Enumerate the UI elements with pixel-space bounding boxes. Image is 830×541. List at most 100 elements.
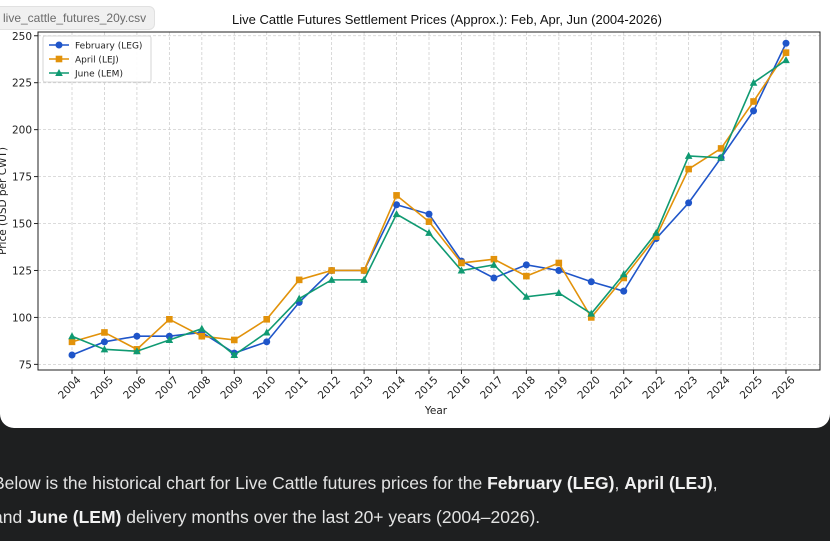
data-point [685,199,693,207]
y-tick-label: 75 [19,359,32,371]
y-tick-label: 100 [12,312,32,324]
data-point [457,266,466,274]
message-bold-text: April (LEJ) [624,473,713,493]
legend-label: June (LEM) [74,70,123,80]
data-point [68,332,76,340]
y-tick-label: 150 [12,219,32,231]
data-point [782,56,790,64]
legend-label: April (LEJ) [75,56,119,66]
y-tick-label: 225 [12,78,32,90]
data-point [490,274,498,282]
message-text: and [0,507,23,527]
data-point [587,309,596,317]
y-tick-label: 200 [12,125,32,137]
legend: February (LEG) April (LEJ) June (LEM) [42,35,152,83]
y-axis-label: Price (USD per CWT) [0,147,9,255]
message-text: , [712,473,718,493]
legend-box [42,35,152,83]
data-point [523,272,530,280]
data-point [717,153,725,161]
data-point [393,201,401,209]
data-point [717,145,725,152]
data-point [68,338,76,346]
data-point [133,332,141,340]
x-tick-label: 2013 [348,374,375,401]
x-tick-label: 2012 [316,374,343,401]
data-point [522,261,530,269]
message-line-2: and June (LEM) delivery months over the … [0,500,830,534]
x-tick-label: 2019 [543,374,570,401]
x-tick-label: 2021 [608,374,635,401]
data-point [393,192,400,199]
x-tick-label: 2022 [640,374,667,401]
data-point [684,151,693,159]
data-point [425,218,433,225]
data-point [619,270,628,278]
data-point [587,278,595,286]
data-point [68,351,76,359]
message-text: Below is the historical chart for Live C… [0,473,488,493]
data-point [522,292,531,300]
data-point [295,276,303,284]
data-point [685,165,692,173]
data-point [55,69,63,76]
y-tick-label: 250 [12,31,32,43]
x-tick-label: 2026 [770,374,798,402]
data-point [555,266,563,274]
chart-title: Live Cattle Futures Settlement Prices (A… [232,12,662,27]
message-bold-text: June (LEM) [27,507,122,527]
data-point [165,335,174,343]
data-point [652,233,660,240]
data-point [490,260,498,268]
data-point [652,228,660,236]
assistant-message: Below is the historical chart for Live C… [0,466,830,534]
x-axis-label: Year [424,405,448,417]
line-chart: Live Cattle Futures Settlement Prices (A… [0,12,821,417]
x-tick-label: 2014 [381,374,409,402]
x-tick-label: 2017 [478,374,505,401]
y-tick-label: 125 [12,265,32,277]
x-tick-label: 2007 [154,374,181,401]
x-tick-label: 2016 [446,374,474,402]
data-point [100,345,109,353]
data-point [263,316,271,323]
x-tick-label: 2010 [251,374,278,401]
y-tick-label: 175 [12,172,32,184]
data-point [782,39,790,47]
data-point [360,275,368,283]
x-tick-label: 2008 [186,374,213,401]
data-point [133,347,141,355]
x-tick-label: 2005 [89,374,116,401]
x-tick-label: 2020 [575,374,602,401]
series-square [68,49,790,353]
series-triangle [68,56,790,358]
x-tick-label: 2015 [413,374,440,401]
data-point [750,98,757,105]
data-point [620,274,628,282]
x-tick-label: 2009 [218,374,245,401]
message-text: delivery months over the last 20+ years … [121,507,541,527]
data-point [555,289,563,297]
file-chip[interactable]: live_cattle_futures_20y.csv [0,6,156,30]
data-point [327,275,336,283]
data-point [360,267,368,274]
data-point [55,41,63,49]
data-point [620,287,628,295]
data-point [295,294,303,302]
data-point [749,78,758,86]
data-point [458,259,465,267]
data-point [230,336,238,344]
data-point [425,228,433,236]
message-line-1: Below is the historical chart for Live C… [0,466,830,500]
data-point [263,338,271,346]
data-point [101,329,108,336]
data-point [230,350,239,358]
data-point [328,267,335,274]
data-point [555,259,563,267]
x-tick-label: 2004 [56,374,84,402]
data-point [750,107,758,115]
data-point [392,210,401,218]
message-text: , [614,473,625,493]
x-tick-label: 2025 [738,374,765,401]
data-point [262,328,271,336]
